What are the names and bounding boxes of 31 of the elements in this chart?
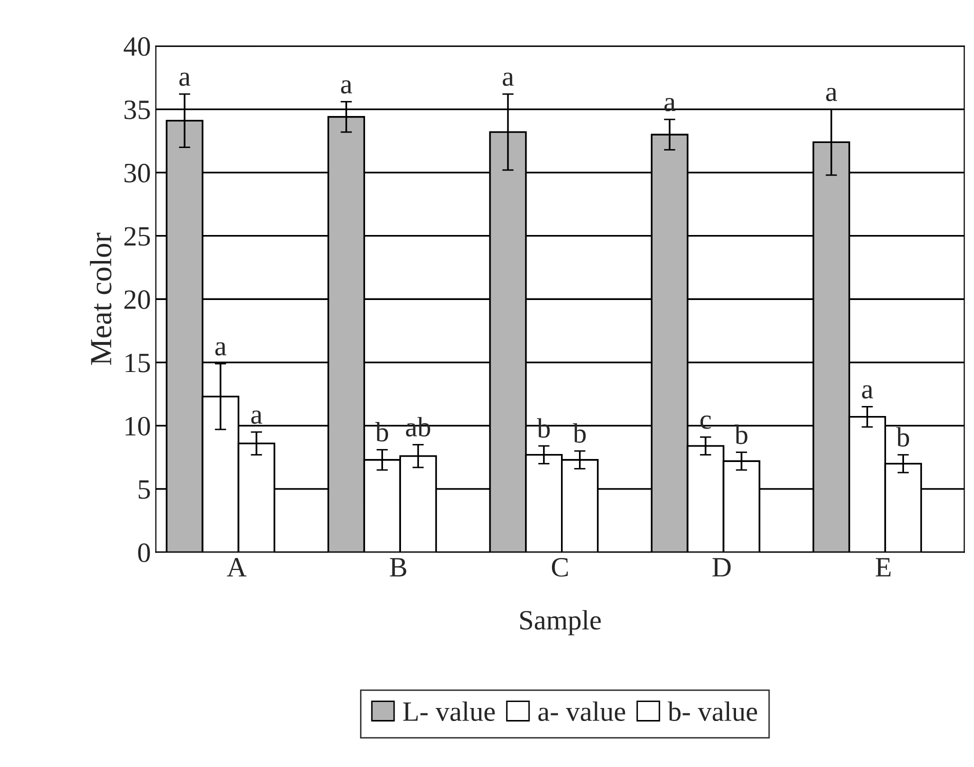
data-label: b [734, 424, 748, 444]
y-tick-label: 15 [126, 354, 150, 372]
legend-label: L- value [403, 701, 495, 722]
x-tick-label: A [226, 558, 247, 576]
x-tick-label: C [552, 558, 568, 577]
data-label: a [251, 410, 262, 424]
y-tick-label: 5 [138, 480, 150, 499]
data-label: a [664, 98, 676, 112]
data-label: a [341, 80, 352, 94]
y-axis-title: Meat color [90, 232, 112, 365]
y-tick-label: 30 [124, 164, 150, 182]
data-label: b [896, 427, 910, 447]
x-tick-label: B [390, 558, 406, 576]
legend-label: b- value [668, 701, 758, 722]
y-tick-label: 10 [126, 416, 150, 436]
y-tick-label: 35 [124, 100, 150, 120]
data-label: a [502, 72, 514, 86]
data-label: a [215, 342, 226, 356]
x-tick-label: E [876, 558, 891, 576]
y-tick-label: 25 [124, 227, 150, 246]
data-label: a [826, 88, 838, 102]
data-label: a [862, 385, 874, 399]
y-tick-label: 20 [124, 290, 150, 310]
data-label: b [572, 423, 586, 443]
x-axis-title: Sample [520, 610, 601, 636]
y-tick-label: 0 [138, 543, 150, 562]
x-tick-label: D [712, 558, 731, 576]
data-label: a [179, 72, 190, 86]
data-label: b [375, 422, 388, 442]
legend-label: a- value [538, 701, 626, 722]
y-tick-label: 40 [124, 37, 150, 56]
